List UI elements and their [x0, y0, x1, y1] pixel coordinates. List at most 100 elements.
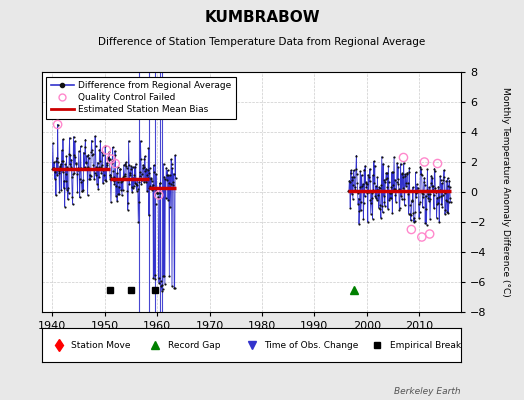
Point: [353, 180, 362, 186]
Point: [401, 173, 410, 179]
Point: [82, 159, 91, 165]
Point: [105, 156, 114, 162]
Point: [72, 160, 80, 167]
Point: [169, 181, 177, 188]
Point: [436, 177, 445, 183]
Point: [58, 158, 66, 164]
Point: [136, 172, 144, 179]
Point: [54, 159, 62, 166]
Point: [114, 191, 123, 197]
Point: [405, 164, 413, 171]
Point: [378, 203, 386, 210]
Point: [64, 189, 73, 196]
Point: [348, 196, 357, 202]
Point: [54, 168, 63, 174]
Point: [159, 160, 168, 167]
Point: [397, 171, 406, 177]
Point: [152, 188, 161, 195]
Point: [378, 209, 387, 216]
Point: [113, 198, 121, 204]
Point: [350, 174, 358, 180]
Point: [359, 216, 367, 222]
Point: [73, 170, 81, 177]
Point: [381, 176, 390, 182]
Point: [421, 220, 429, 226]
Point: [372, 195, 380, 201]
Point: [131, 180, 139, 186]
Point: [110, 181, 118, 187]
Point: [380, 176, 388, 183]
Point: [122, 163, 130, 169]
Point: [405, 168, 413, 175]
Point: [379, 160, 387, 167]
Point: [165, 180, 173, 186]
Point: [373, 197, 381, 203]
Point: [83, 192, 92, 198]
Point: [386, 195, 395, 201]
Point: [370, 180, 378, 186]
Point: [85, 176, 94, 183]
Point: [431, 185, 440, 192]
Point: [375, 184, 384, 191]
Point: [358, 188, 367, 194]
Point: [63, 196, 72, 202]
Point: [80, 164, 89, 170]
Point: [159, 273, 167, 280]
Point: [99, 152, 107, 158]
Point: [157, 283, 166, 289]
Point: [102, 164, 110, 171]
Point: [373, 174, 381, 180]
Point: [432, 189, 440, 195]
Point: [161, 176, 170, 182]
Point: [440, 190, 449, 197]
Point: [145, 212, 153, 218]
Point: [107, 174, 116, 180]
Point: [420, 174, 429, 181]
Point: [141, 168, 149, 174]
Point: [387, 195, 395, 201]
Text: Berkeley Earth: Berkeley Earth: [395, 387, 461, 396]
Point: [391, 192, 400, 198]
Point: [158, 282, 167, 288]
Point: [97, 162, 106, 169]
Point: [441, 211, 449, 217]
Point: [438, 204, 446, 210]
Point: [424, 198, 433, 204]
Point: [400, 196, 408, 202]
Point: [116, 166, 124, 172]
Point: [144, 145, 152, 152]
Point: [116, 166, 124, 172]
Point: [85, 155, 93, 162]
Point: [118, 178, 127, 185]
Point: [420, 179, 428, 186]
Point: [167, 181, 175, 187]
Point: [145, 184, 154, 191]
Point: [357, 199, 365, 206]
Point: [130, 172, 138, 178]
Point: [430, 205, 438, 212]
Point: [411, 169, 420, 176]
Point: [88, 147, 96, 154]
Point: [399, 174, 407, 180]
Point: [418, 204, 427, 211]
Point: [71, 138, 79, 144]
Point: [69, 201, 77, 208]
Text: KUMBRABOW: KUMBRABOW: [204, 10, 320, 26]
Point: [81, 144, 89, 150]
Point: [89, 151, 97, 158]
Point: [395, 186, 403, 192]
Point: [130, 164, 139, 170]
Point: [382, 170, 390, 176]
Point: [103, 162, 111, 168]
Point: [151, 276, 159, 282]
Point: [384, 163, 392, 169]
Point: [95, 146, 104, 153]
Point: [410, 215, 419, 221]
Point: [434, 194, 443, 200]
Point: [396, 205, 404, 211]
Point: [440, 174, 448, 180]
Point: [48, 166, 57, 172]
Point: [413, 181, 421, 188]
Point: [108, 156, 116, 163]
Point: [445, 177, 453, 184]
